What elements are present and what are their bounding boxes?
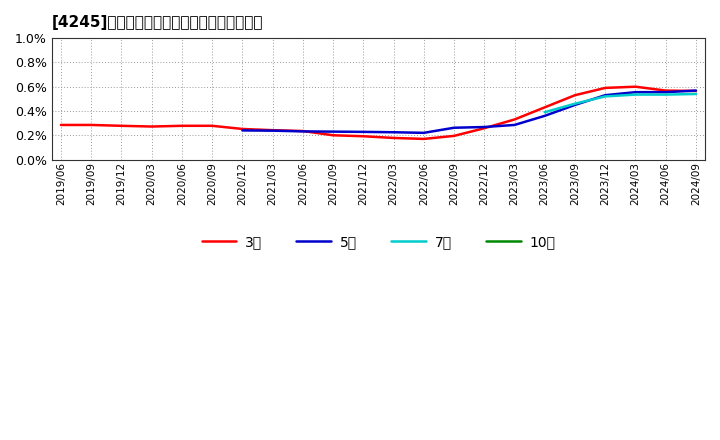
3年 [148,124,156,129]
3年 [420,136,428,142]
5年 [601,92,610,98]
3年 [692,88,701,94]
3年 [510,117,519,122]
7年 [631,92,640,97]
3年 [359,134,368,139]
5年 [329,129,338,134]
5年 [420,130,428,136]
3年 [571,92,580,98]
Legend: 3年, 5年, 7年, 10年: 3年, 5年, 7年, 10年 [196,230,561,255]
3年 [299,128,307,134]
7年 [601,94,610,99]
5年 [510,122,519,128]
Line: 3年: 3年 [61,87,696,139]
3年 [238,126,247,132]
5年 [299,129,307,134]
7年 [692,92,701,97]
3年 [541,105,549,110]
3年 [87,122,96,128]
Line: 7年: 7年 [545,94,696,112]
3年 [601,85,610,91]
5年 [541,113,549,118]
5年 [450,125,459,130]
3年 [208,123,217,128]
5年 [359,129,368,135]
3年 [662,88,670,93]
5年 [480,125,489,130]
7年 [571,101,580,106]
3年 [117,123,126,128]
3年 [57,122,66,128]
5年 [390,130,398,135]
5年 [692,88,701,93]
5年 [631,89,640,95]
Line: 5年: 5年 [243,91,696,133]
5年 [662,89,670,95]
3年 [480,125,489,131]
7年 [541,110,549,115]
3年 [631,84,640,89]
5年 [269,128,277,133]
Text: [4245]　経常利益マージンの標準偏差の推移: [4245] 経常利益マージンの標準偏差の推移 [52,15,264,30]
3年 [178,123,186,128]
7年 [662,92,670,97]
3年 [269,128,277,133]
5年 [571,102,580,107]
3年 [390,136,398,141]
3年 [329,132,338,138]
5年 [238,128,247,133]
3年 [450,133,459,139]
